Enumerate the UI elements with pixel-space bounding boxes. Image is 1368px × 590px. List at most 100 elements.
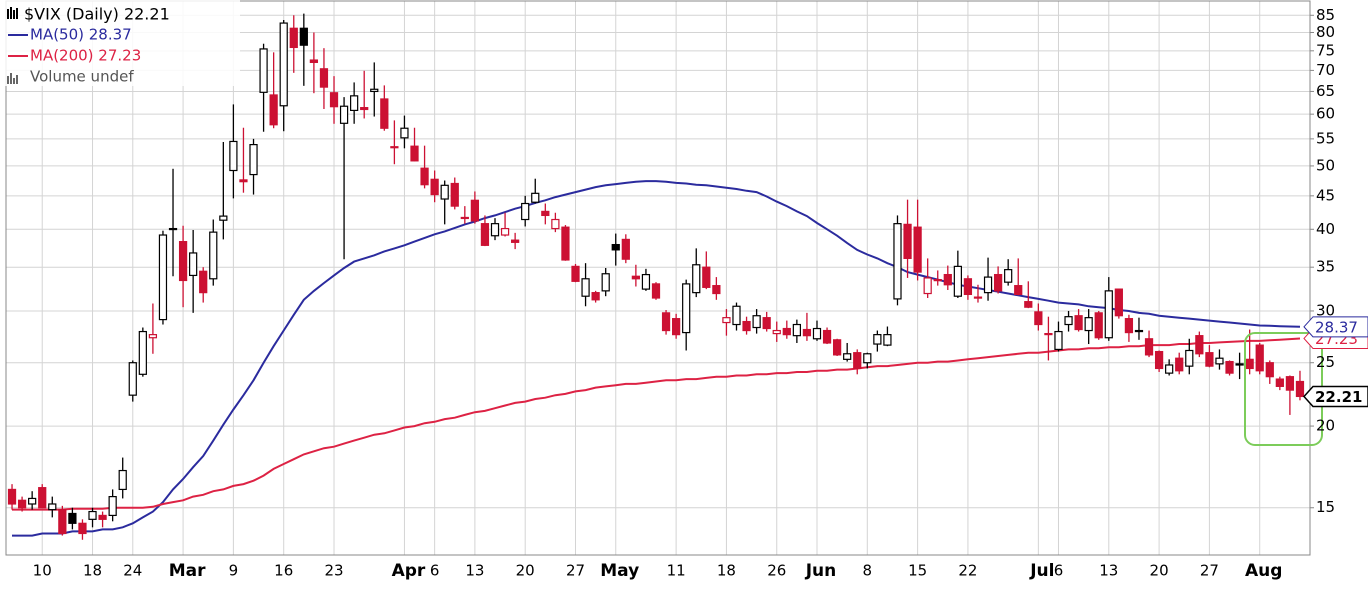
candle-body [601,273,610,292]
candle-body [923,277,932,295]
candle-body [259,48,268,93]
candle-body [1104,290,1113,339]
candle-body [551,218,560,230]
candle-body [511,239,520,243]
candle-body [470,199,480,222]
candle-body [1124,318,1134,334]
candle-body [490,223,500,237]
y-tick-label: 80 [1316,23,1335,41]
candle-body [1215,357,1224,365]
candle-body [702,266,711,288]
x-tick-label: 16 [274,562,293,580]
legend-entry: MA(200) 27.23 [30,47,141,65]
candle-body [531,192,540,203]
y-tick-label: 25 [1316,353,1335,371]
candle-body [68,512,77,524]
candle-body [1235,363,1244,366]
candle-body [963,278,973,296]
candle-body [1195,335,1204,355]
candle-body [178,241,188,282]
candle-body [762,317,771,330]
candle-body [521,202,530,221]
ma-lines [12,180,1301,537]
y-tick-label: 70 [1316,61,1335,79]
candle-body [1255,344,1264,372]
x-tick-label: 27 [1200,562,1219,580]
candle-body [641,273,651,290]
candle-body [752,315,761,329]
candle-body [1014,285,1023,296]
candle-body [782,327,791,336]
candle-body [88,510,97,520]
candle-body [1175,357,1184,372]
candle-body [682,283,691,334]
x-tick-label: Apr [392,561,426,581]
candle-body [1165,364,1174,374]
candle-body [581,278,590,297]
y-tick-label: 35 [1316,258,1335,276]
ma-line [12,337,1301,511]
candle-body [158,234,168,321]
candle-body [1295,380,1305,398]
candle-body [1084,317,1093,332]
candle-body [128,362,137,396]
candle-body [289,27,298,49]
candle-body [500,227,510,236]
grid [6,1,1310,555]
x-tick-label: 6 [1054,562,1064,580]
candle-body [400,127,409,139]
candle-body [430,178,439,196]
candle-body [792,323,801,337]
candle-body [189,252,198,277]
candle-body [239,179,248,183]
candle-body [1205,352,1214,367]
candles [7,13,1305,540]
candle-body [269,94,278,126]
candle-body [138,330,147,375]
legend-candle-icon [7,7,18,19]
ma-line [12,180,1301,537]
value-tag-label: 28.37 [1315,318,1358,336]
candle-body [480,223,490,246]
candle-body [17,499,27,509]
x-tick-label: 18 [83,562,102,580]
x-tick-label: 22 [958,562,977,580]
candle-body [309,59,319,64]
x-tick-label: 26 [767,562,786,580]
candle-body [1265,362,1274,378]
x-tick-label: May [600,561,639,581]
legend-volume-icon [7,73,18,84]
legend-entry: MA(50) 28.37 [30,26,132,44]
candle-body [148,334,158,339]
candle-body [953,265,962,297]
y-tick-label: 55 [1316,129,1335,147]
x-tick-label: 18 [717,562,736,580]
legend-volume: Volume undef [30,68,134,86]
candle-body [450,182,459,207]
x-tick-label: 6 [430,562,440,580]
candle-body [58,509,67,535]
candle-body [843,353,852,360]
x-tick-label: 20 [1150,562,1169,580]
y-tick-label: 40 [1316,220,1335,238]
y-tick-label: 65 [1316,82,1335,100]
candle-body [118,469,127,491]
y-tick-label: 15 [1316,498,1335,516]
x-tick-label: 9 [229,562,239,580]
candle-body [661,312,671,332]
candle-body [611,243,620,251]
candle-body [993,273,1003,292]
value-tag [1302,385,1368,408]
candle-body [722,317,731,324]
y-tick-label: 85 [1316,6,1335,24]
candle-body [370,88,379,93]
candle-body [209,231,218,280]
candle-body [460,216,469,220]
x-tick-label: Mar [169,561,206,581]
candle-body [1185,349,1194,367]
candle-body [1154,350,1164,370]
x-tick-label: 24 [123,562,142,580]
candle-body [651,283,661,299]
candle-body [168,227,178,231]
candle-body [883,334,892,346]
